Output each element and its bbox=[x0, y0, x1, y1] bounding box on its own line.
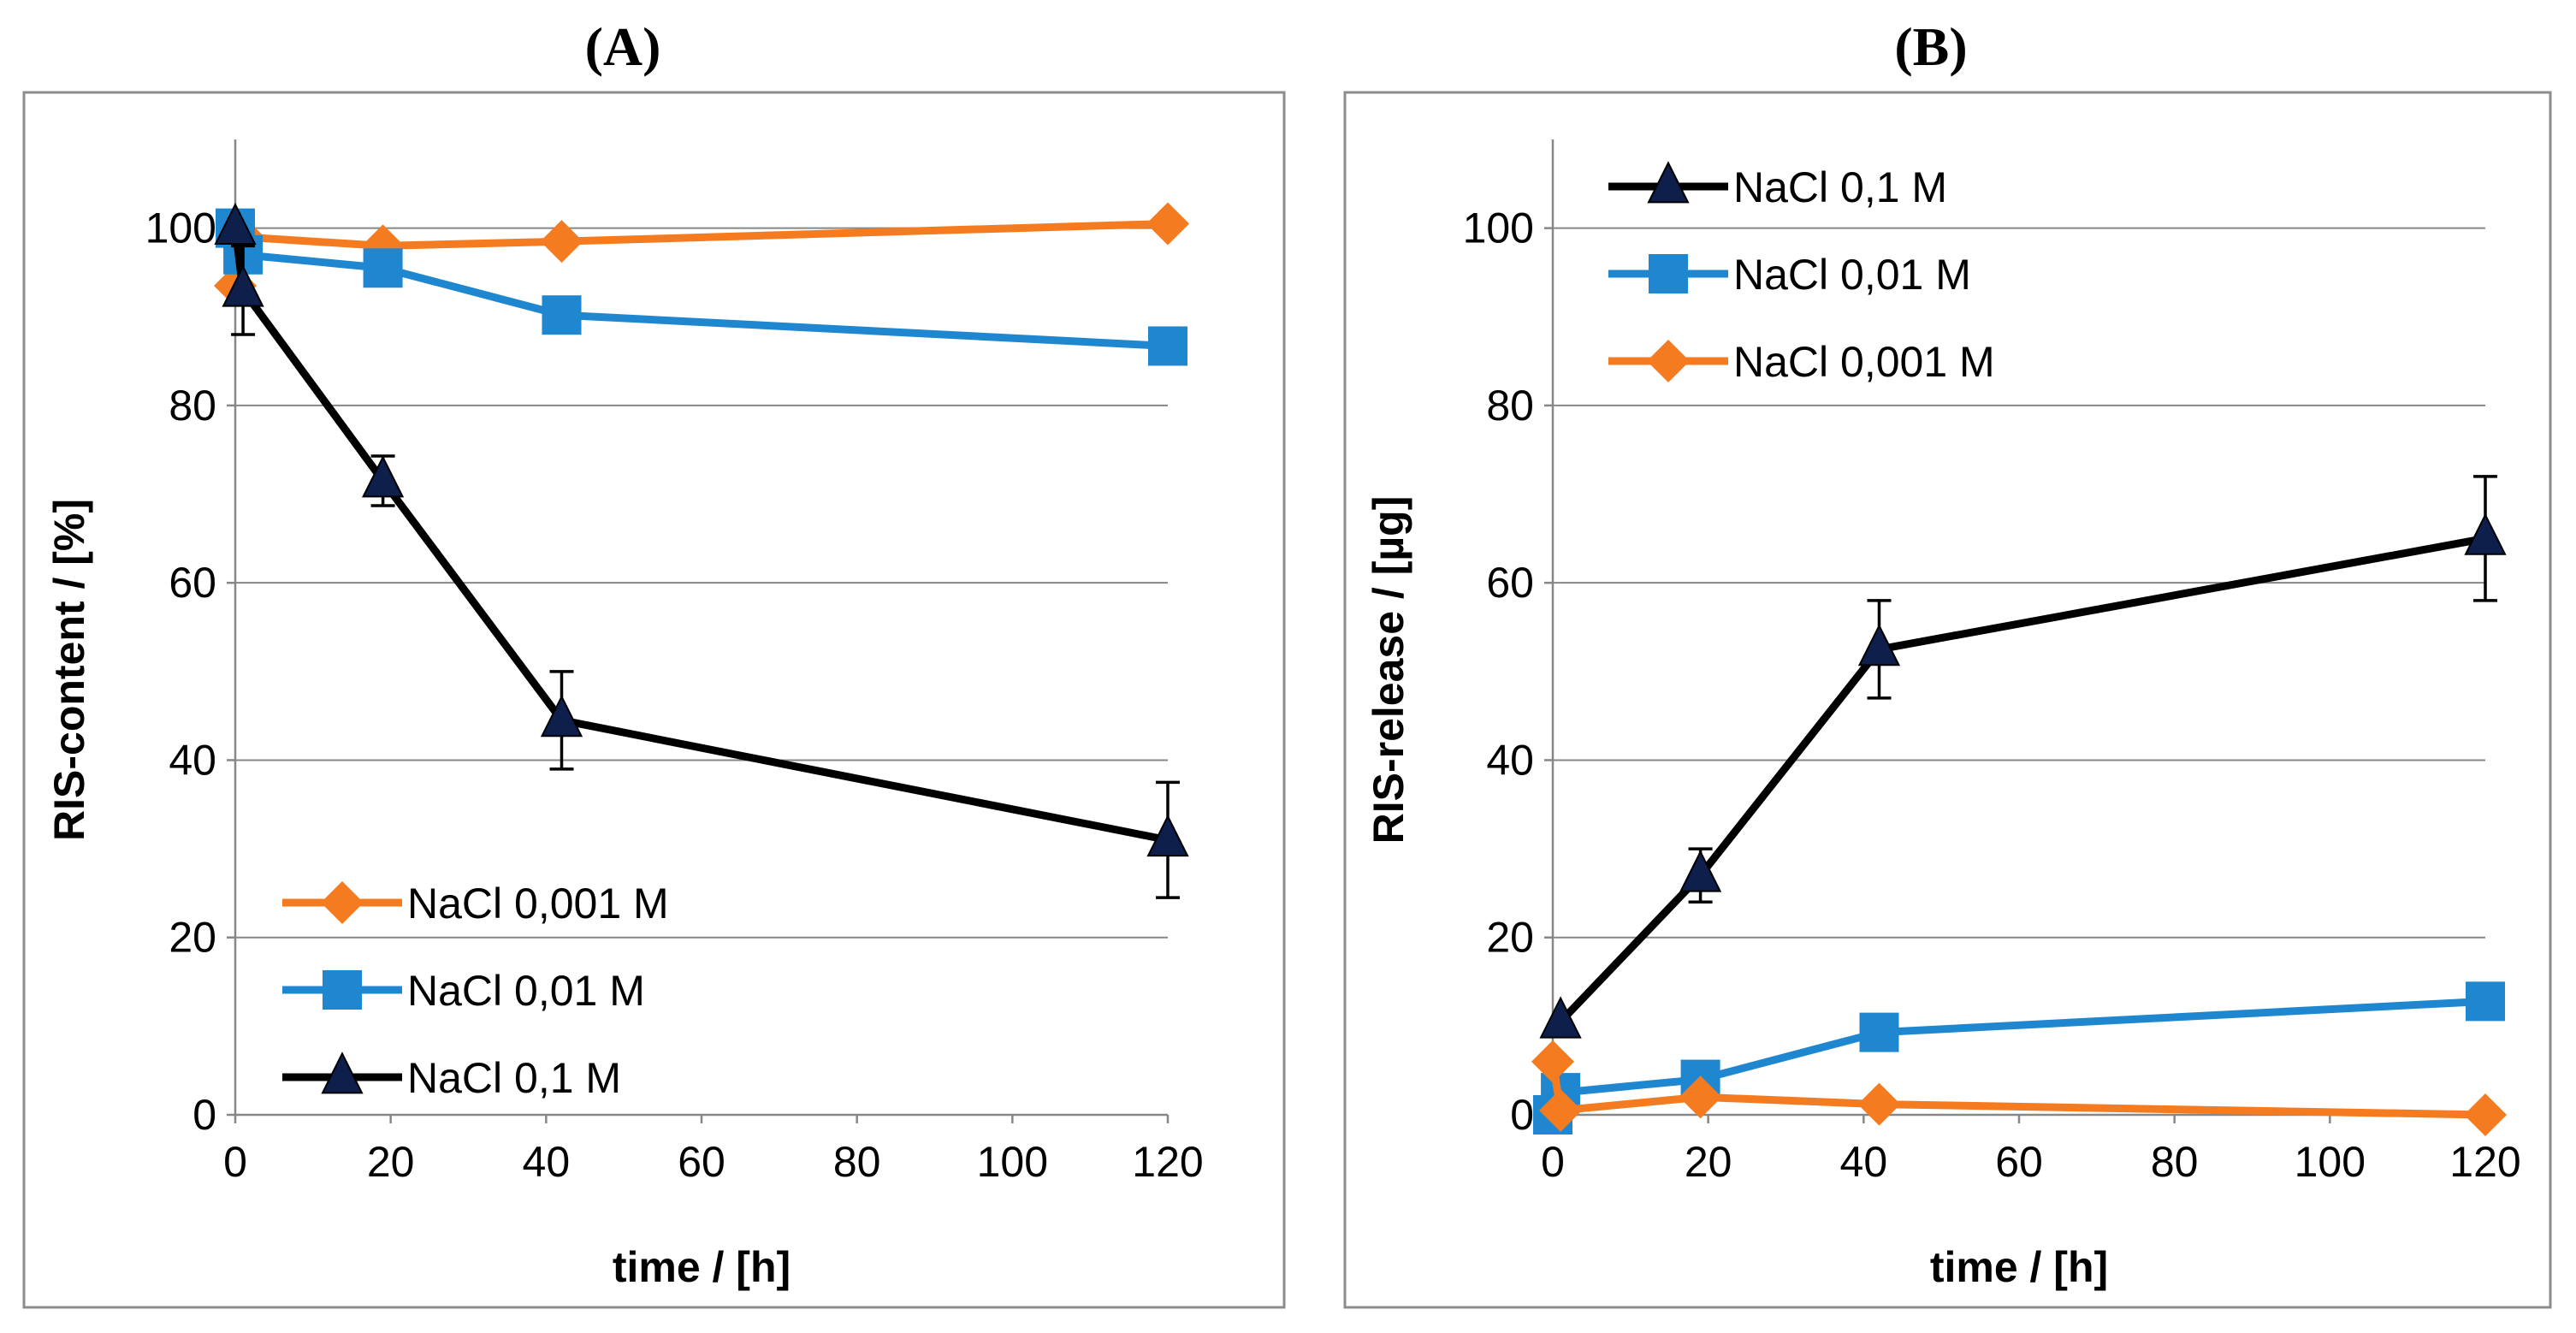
data-point bbox=[1679, 1075, 1722, 1119]
series-nacl-0-1-m bbox=[1539, 475, 2507, 1039]
chart-panel-a: 0 20 40 60 80 100 0 20 40 60 80 100 120 time / [h] RIS… bbox=[22, 91, 1286, 1309]
x-tick-label: 0 bbox=[223, 1138, 247, 1186]
data-point bbox=[361, 455, 405, 498]
x-tick-label: 100 bbox=[977, 1138, 1048, 1186]
x-tick-label: 20 bbox=[1685, 1138, 1732, 1186]
x-tick-label: 80 bbox=[833, 1138, 881, 1186]
legend-label: NaCl 0,001 M bbox=[407, 880, 669, 927]
data-point bbox=[2464, 512, 2507, 555]
data-point bbox=[1857, 1082, 1901, 1126]
x-tick-label: 120 bbox=[1132, 1138, 1203, 1186]
y-tick-label: 80 bbox=[169, 382, 216, 430]
x-tick-label: 40 bbox=[523, 1138, 571, 1186]
legend-marker bbox=[323, 970, 362, 1010]
data-point bbox=[1146, 814, 1189, 857]
x-tick-label: 120 bbox=[2449, 1138, 2520, 1186]
data-point bbox=[1148, 326, 1187, 366]
series-nacl-0-1-m bbox=[214, 202, 1189, 899]
legend-marker bbox=[1649, 254, 1688, 293]
legend-label: NaCl 0,001 M bbox=[1733, 338, 1995, 386]
data-point bbox=[214, 202, 257, 246]
data-point bbox=[540, 694, 583, 738]
data-point bbox=[1531, 1040, 1574, 1083]
x-tick-label: 20 bbox=[367, 1138, 415, 1186]
y-tick-label: 100 bbox=[145, 204, 216, 252]
y-tick-label: 60 bbox=[1486, 559, 1534, 607]
data-point bbox=[2466, 981, 2505, 1022]
legend-marker bbox=[1647, 340, 1690, 382]
legend: NaCl 0,1 M NaCl 0,01 M NaCl 0,001 M bbox=[1608, 161, 1995, 386]
y-tick-label: 20 bbox=[1486, 914, 1534, 962]
legend-label: NaCl 0,1 M bbox=[1733, 163, 1947, 211]
x-tick-label: 0 bbox=[1541, 1138, 1565, 1186]
data-point bbox=[363, 248, 403, 288]
x-tick-label: 40 bbox=[1840, 1138, 1888, 1186]
y-tick-label: 40 bbox=[1486, 736, 1534, 784]
legend-label: NaCl 0,1 M bbox=[407, 1054, 621, 1102]
y-axis-label: RIS-release / [µg] bbox=[1365, 496, 1412, 844]
panel-a-title: (A) bbox=[584, 16, 661, 77]
y-tick-label: 80 bbox=[1486, 382, 1534, 430]
series-line bbox=[1556, 534, 2490, 1026]
chart-panel-b: 0 20 40 60 80 100 0 20 40 60 80 100 120 time / [h] RIS… bbox=[1343, 91, 2552, 1309]
x-tick-label: 100 bbox=[2295, 1138, 2366, 1186]
series-nacl-0-001-m bbox=[1531, 1040, 2507, 1136]
data-point bbox=[542, 295, 582, 335]
data-point bbox=[2464, 1093, 2507, 1136]
data-point bbox=[1539, 1088, 1583, 1132]
y-tick-label: 60 bbox=[169, 559, 216, 607]
y-tick-label: 0 bbox=[192, 1091, 216, 1139]
x-tick-label: 60 bbox=[678, 1138, 725, 1186]
data-point bbox=[1539, 996, 1582, 1039]
legend-label: NaCl 0,01 M bbox=[407, 967, 645, 1015]
y-tick-label: 100 bbox=[1463, 204, 1534, 252]
y-tick-label: 20 bbox=[169, 914, 216, 962]
x-tick-label: 80 bbox=[2151, 1138, 2199, 1186]
y-axis-label: RIS-content / [%] bbox=[45, 499, 93, 841]
data-point bbox=[222, 264, 264, 307]
y-tick-label: 40 bbox=[169, 736, 216, 784]
data-point bbox=[1857, 624, 1901, 666]
data-point bbox=[1679, 850, 1722, 892]
legend: NaCl 0,001 M NaCl 0,01 M NaCl 0,1 M bbox=[282, 880, 669, 1102]
x-axis-label: time / [h] bbox=[1930, 1243, 2108, 1291]
y-tick-label: 0 bbox=[1510, 1091, 1534, 1139]
x-tick-label: 60 bbox=[1995, 1138, 2043, 1186]
legend-marker bbox=[321, 1052, 364, 1094]
data-point bbox=[1859, 1012, 1899, 1052]
legend-marker bbox=[321, 881, 364, 924]
data-point bbox=[1146, 202, 1189, 246]
x-axis-label: time / [h] bbox=[613, 1243, 791, 1291]
legend-marker bbox=[1647, 161, 1690, 204]
panel-b-title: (B) bbox=[1894, 16, 1968, 77]
legend-label: NaCl 0,01 M bbox=[1733, 251, 1971, 299]
data-point bbox=[540, 220, 583, 264]
